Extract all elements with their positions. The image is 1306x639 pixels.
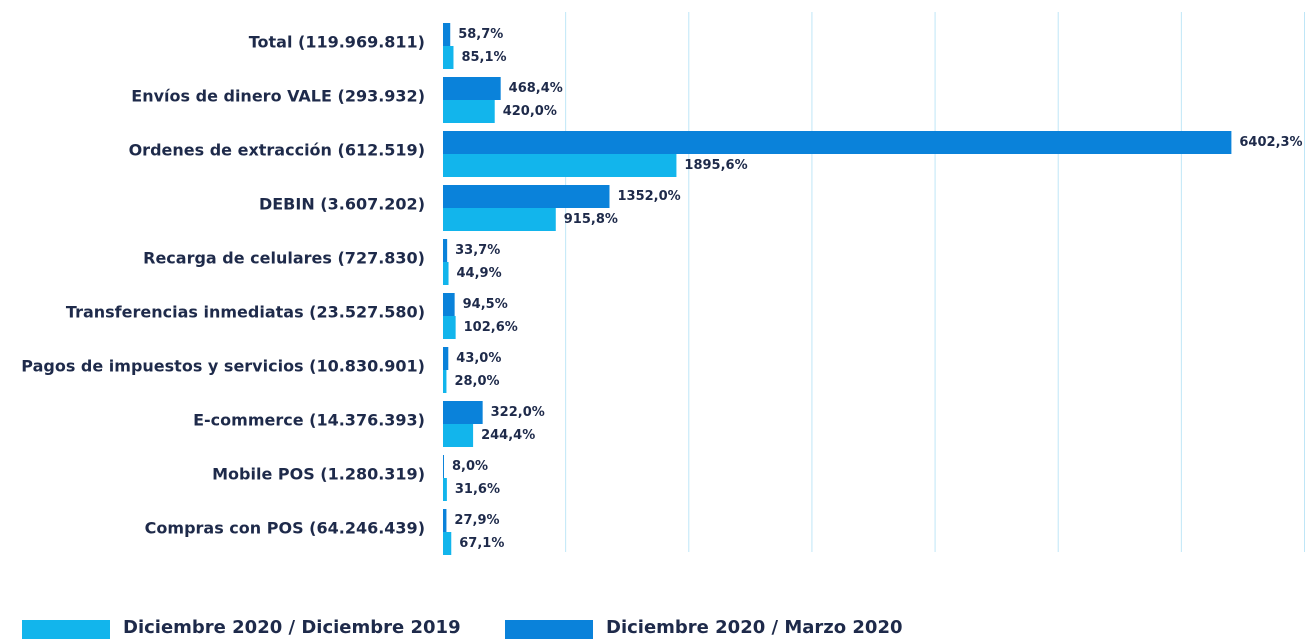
legend-label: Diciembre 2020 / Marzo 2020	[606, 617, 903, 638]
bar	[443, 23, 451, 46]
value-label: 44,9%	[457, 266, 502, 281]
value-label: 102,6%	[464, 320, 518, 335]
value-label: 420,0%	[503, 104, 557, 119]
bar	[443, 77, 501, 100]
category-label: Mobile POS (1.280.319)	[212, 465, 425, 484]
bar	[443, 154, 677, 177]
bar	[443, 532, 452, 555]
bar	[443, 370, 447, 393]
value-label: 915,8%	[564, 212, 618, 227]
bar	[443, 347, 449, 370]
bar	[443, 424, 474, 447]
bar	[443, 100, 495, 123]
value-label: 43,0%	[456, 351, 501, 366]
category-label: Compras con POS (64.246.439)	[145, 519, 425, 538]
bar	[443, 239, 448, 262]
category-label: Transferencias inmediatas (23.527.580)	[66, 303, 425, 322]
value-label: 8,0%	[452, 459, 488, 474]
legend-swatch	[22, 620, 110, 639]
value-label: 85,1%	[461, 50, 506, 65]
bar	[443, 46, 454, 69]
bar	[443, 509, 447, 532]
category-label: Ordenes de extracción (612.519)	[129, 141, 425, 160]
category-label: Recarga de celulares (727.830)	[143, 249, 425, 268]
bar	[443, 478, 447, 501]
value-label: 322,0%	[491, 405, 545, 420]
bar	[443, 208, 556, 231]
value-label: 27,9%	[454, 513, 499, 528]
bar	[443, 316, 456, 339]
legend-swatch	[505, 620, 593, 639]
category-label: DEBIN (3.607.202)	[259, 195, 425, 214]
value-label: 28,0%	[454, 374, 499, 389]
legend-label: Diciembre 2020 / Diciembre 2019	[123, 617, 461, 638]
bar	[443, 131, 1232, 154]
value-label: 6402,3%	[1239, 135, 1302, 150]
value-label: 468,4%	[509, 81, 563, 96]
value-label: 1352,0%	[617, 189, 680, 204]
bar	[443, 185, 610, 208]
category-label: Envíos de dinero VALE (293.932)	[131, 87, 425, 106]
value-label: 1895,6%	[684, 158, 747, 173]
bar	[443, 401, 483, 424]
bar	[443, 293, 455, 316]
value-label: 31,6%	[455, 482, 500, 497]
bar	[443, 262, 449, 285]
value-label: 58,7%	[458, 27, 503, 42]
category-label: E-commerce (14.376.393)	[193, 411, 425, 430]
category-label: Pagos de impuestos y servicios (10.830.9…	[21, 357, 425, 376]
bar	[443, 455, 444, 478]
category-label: Total (119.969.811)	[249, 33, 425, 52]
value-label: 33,7%	[455, 243, 500, 258]
value-label: 244,4%	[481, 428, 535, 443]
value-label: 67,1%	[459, 536, 504, 551]
value-label: 94,5%	[463, 297, 508, 312]
